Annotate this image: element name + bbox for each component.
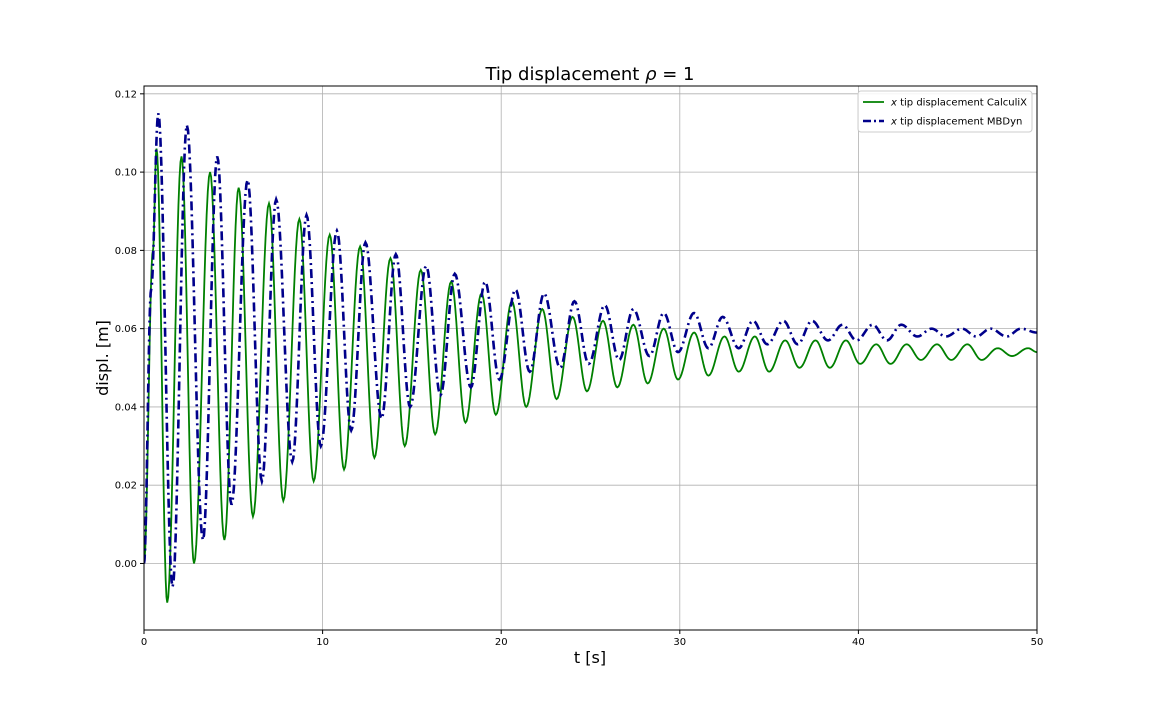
series-line-mbdyn: [144, 113, 1037, 588]
grid: [143, 86, 1038, 630]
legend-label: x tip displacement CalculiX: [890, 98, 1027, 109]
y-tick-label: 0.06: [115, 324, 137, 335]
y-axis-label: displ. [m]: [93, 320, 112, 396]
x-axis-label: t [s]: [574, 648, 606, 667]
y-tick-label: 0.02: [115, 481, 137, 492]
y-tick-label: 0.08: [115, 246, 137, 257]
x-tick-label: 10: [316, 637, 329, 648]
chart-title: Tip displacement ρ = 1: [484, 64, 694, 85]
x-tick-label: 50: [1031, 637, 1044, 648]
plot-frame: [143, 85, 1038, 631]
y-tick-label: 0.00: [115, 559, 137, 570]
y-tick-label: 0.04: [115, 402, 137, 413]
x-tick-label: 20: [495, 637, 508, 648]
ticks: 0 10 20 30 40 50 0.00 0.02 0.04 0.06 0.08 0.10 0.12: [115, 89, 1044, 648]
series-layer: [144, 113, 1037, 603]
legend-label: x tip displacement MBDyn: [890, 117, 1022, 128]
x-tick-label: 40: [852, 637, 865, 648]
legend-box: [857, 90, 1033, 133]
legend: x tip displacement CalculiX x tip displac…: [857, 90, 1033, 133]
x-tick-label: 30: [673, 637, 686, 648]
x-tick-label: 0: [141, 637, 147, 648]
y-tick-label: 0.12: [115, 89, 137, 100]
y-tick-label: 0.10: [115, 168, 137, 179]
series-line-calculix: [144, 148, 1037, 603]
